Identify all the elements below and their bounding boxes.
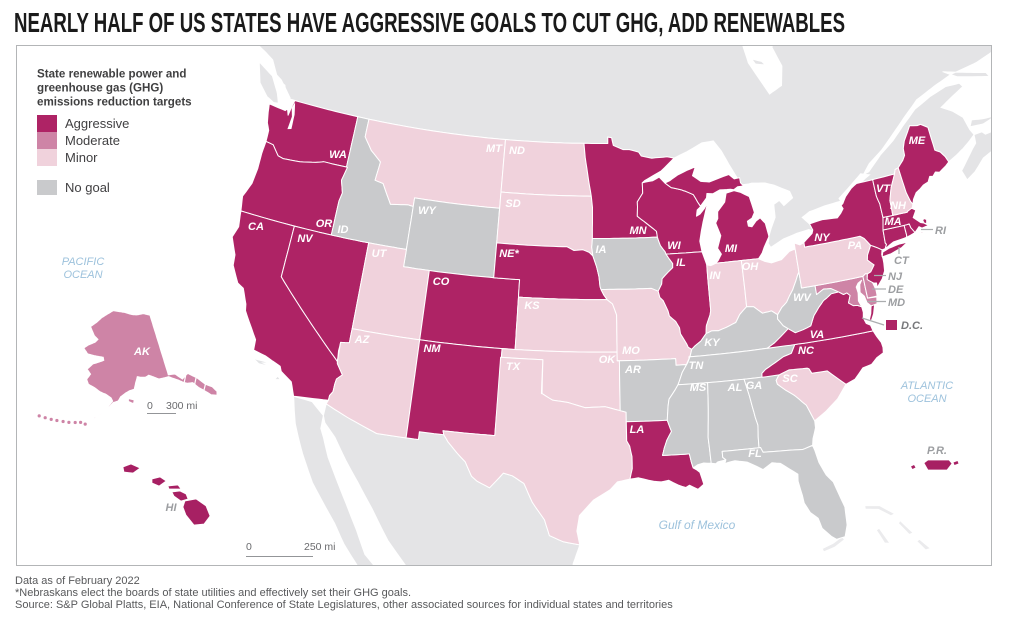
svg-text:HI: HI bbox=[166, 502, 178, 514]
svg-text:UT: UT bbox=[372, 248, 388, 260]
svg-text:RI: RI bbox=[935, 225, 947, 237]
svg-text:IA: IA bbox=[596, 244, 607, 256]
svg-text:SD: SD bbox=[505, 198, 520, 210]
svg-text:NY: NY bbox=[814, 232, 831, 244]
svg-text:NM: NM bbox=[423, 343, 441, 355]
svg-text:KS: KS bbox=[524, 300, 540, 312]
svg-text:VA: VA bbox=[810, 329, 825, 341]
svg-text:OCEAN: OCEAN bbox=[63, 269, 102, 281]
svg-text:NJ: NJ bbox=[888, 271, 903, 283]
svg-text:MN: MN bbox=[629, 225, 647, 237]
svg-text:MT: MT bbox=[486, 143, 503, 155]
svg-text:NV: NV bbox=[297, 233, 314, 245]
svg-text:OK: OK bbox=[599, 354, 617, 366]
svg-text:TX: TX bbox=[506, 361, 521, 373]
svg-text:emissions reduction targets: emissions reduction targets bbox=[37, 96, 192, 109]
svg-text:MA: MA bbox=[884, 216, 901, 228]
svg-text:KY: KY bbox=[704, 337, 721, 349]
svg-text:NC: NC bbox=[798, 345, 815, 357]
svg-text:WV: WV bbox=[793, 292, 812, 304]
svg-text:SC: SC bbox=[782, 373, 798, 385]
svg-text:MO: MO bbox=[622, 345, 640, 357]
svg-text:LA: LA bbox=[630, 424, 645, 436]
svg-text:NEARLY HALF OF US STATES HAVE: NEARLY HALF OF US STATES HAVE AGGRESSIVE… bbox=[14, 7, 845, 38]
svg-text:No goal: No goal bbox=[65, 180, 110, 195]
svg-text:greenhouse gas (GHG): greenhouse gas (GHG) bbox=[37, 82, 163, 95]
svg-text:PA: PA bbox=[848, 240, 863, 252]
svg-text:VT: VT bbox=[876, 183, 891, 195]
svg-text:Gulf of Mexico: Gulf of Mexico bbox=[659, 518, 736, 532]
svg-text:AK: AK bbox=[133, 346, 151, 358]
svg-text:FL: FL bbox=[748, 448, 762, 460]
svg-text:WI: WI bbox=[667, 240, 681, 252]
svg-text:NH: NH bbox=[890, 200, 907, 212]
svg-text:ID: ID bbox=[338, 224, 349, 236]
svg-text:OR: OR bbox=[316, 218, 333, 230]
svg-text:WY: WY bbox=[418, 205, 437, 217]
svg-text:TN: TN bbox=[689, 360, 705, 372]
svg-text:WA: WA bbox=[329, 149, 347, 161]
svg-text:MD: MD bbox=[888, 297, 905, 309]
svg-text:Source: S&P Global Platts, EIA: Source: S&P Global Platts, EIA, National… bbox=[15, 599, 673, 611]
svg-text:AL: AL bbox=[727, 382, 743, 394]
svg-text:ND: ND bbox=[509, 145, 525, 157]
svg-text:OH: OH bbox=[742, 261, 760, 273]
svg-text:CT: CT bbox=[894, 255, 910, 267]
svg-text:DE: DE bbox=[888, 284, 904, 296]
svg-text:MI: MI bbox=[725, 243, 738, 255]
svg-text:CA: CA bbox=[248, 221, 264, 233]
svg-text:0: 0 bbox=[246, 541, 252, 553]
svg-text:GA: GA bbox=[746, 380, 763, 392]
svg-text:MS: MS bbox=[690, 382, 707, 394]
svg-text:AR: AR bbox=[624, 364, 641, 376]
svg-text:ME: ME bbox=[909, 135, 926, 147]
svg-text:P.R.: P.R. bbox=[927, 445, 947, 457]
svg-text:Aggressive: Aggressive bbox=[65, 116, 129, 131]
svg-text:IL: IL bbox=[676, 257, 686, 269]
svg-text:Moderate: Moderate bbox=[65, 133, 120, 148]
svg-text:Data as of February 2022: Data as of February 2022 bbox=[15, 575, 140, 587]
svg-text:NE*: NE* bbox=[499, 248, 519, 260]
svg-text:D.C.: D.C. bbox=[901, 320, 923, 332]
svg-text:250 mi: 250 mi bbox=[304, 541, 336, 553]
svg-text:AZ: AZ bbox=[354, 334, 371, 346]
svg-text:State renewable power and: State renewable power and bbox=[37, 68, 186, 81]
svg-text:Minor: Minor bbox=[65, 150, 98, 165]
svg-text:*Nebraskans elect the boards o: *Nebraskans elect the boards of state ut… bbox=[15, 587, 411, 599]
svg-text:IN: IN bbox=[710, 270, 722, 282]
svg-text:0: 0 bbox=[147, 400, 153, 412]
svg-text:OCEAN: OCEAN bbox=[907, 393, 946, 405]
svg-text:PACIFIC: PACIFIC bbox=[62, 256, 105, 268]
svg-text:300 mi: 300 mi bbox=[166, 400, 198, 412]
svg-text:ATLANTIC: ATLANTIC bbox=[900, 380, 953, 392]
svg-text:CO: CO bbox=[433, 276, 450, 288]
